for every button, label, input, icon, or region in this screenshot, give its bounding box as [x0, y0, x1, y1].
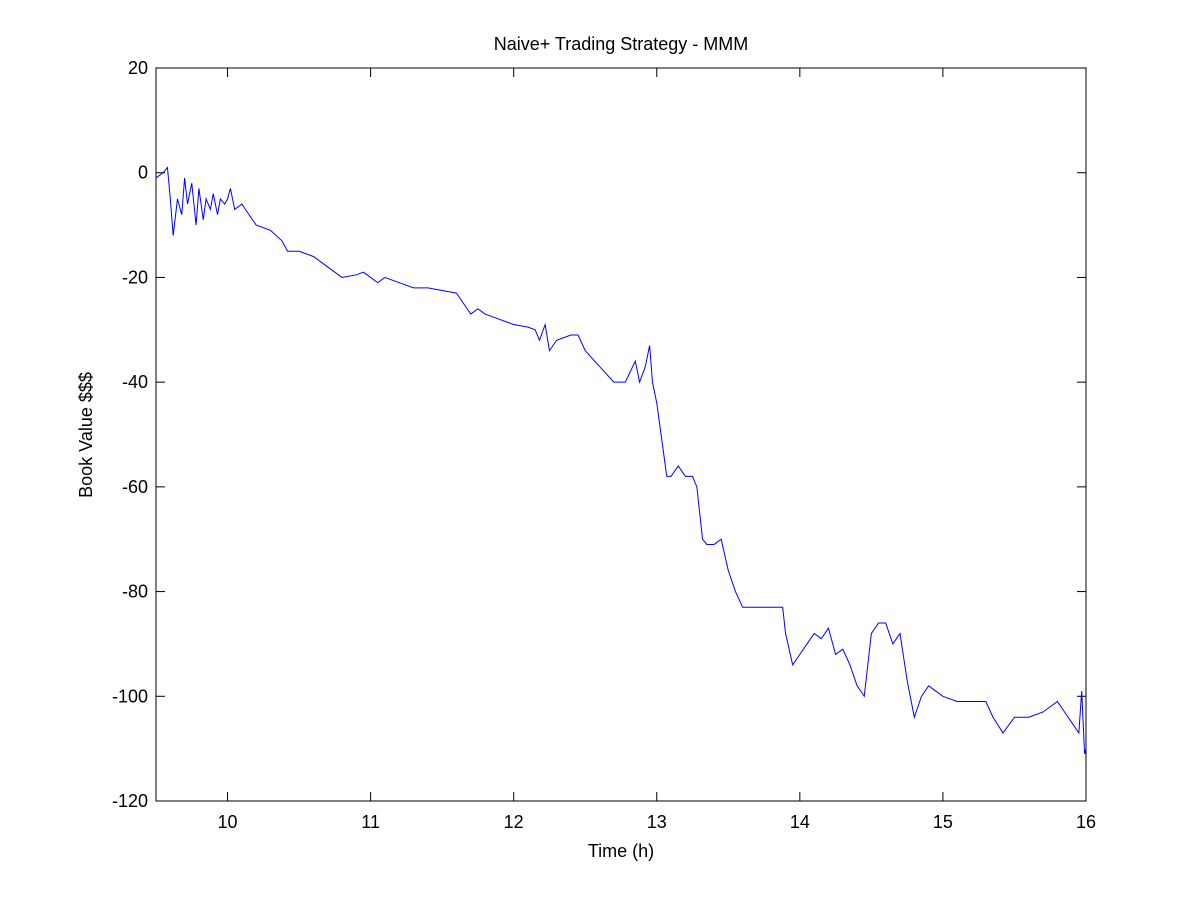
- data-line: [155, 166, 1087, 755]
- plot-frame: [155, 67, 1087, 802]
- x-tick-label: 10: [218, 812, 238, 832]
- x-tick-label: 15: [933, 812, 953, 832]
- x-tick-label: 16: [1076, 812, 1096, 832]
- y-tick-label: 20: [128, 58, 148, 78]
- y-tick-label: -60: [122, 477, 148, 497]
- y-tick-label: -80: [122, 582, 148, 602]
- x-tick-label: 12: [504, 812, 524, 832]
- x-axis-label: Time (h): [588, 841, 654, 861]
- x-tick-label: 13: [647, 812, 667, 832]
- y-tick-label: -120: [112, 791, 148, 811]
- x-tick-label: 11: [361, 812, 380, 832]
- y-tick-label: -40: [122, 372, 148, 392]
- y-tick-label: -20: [122, 267, 148, 287]
- chart-title: Naive+ Trading Strategy - MMM: [494, 34, 749, 54]
- x-tick-label: 14: [790, 812, 810, 832]
- y-axis-label: Book Value $$$: [76, 372, 96, 498]
- y-tick-label: 0: [138, 163, 148, 183]
- y-tick-label: -100: [112, 686, 148, 706]
